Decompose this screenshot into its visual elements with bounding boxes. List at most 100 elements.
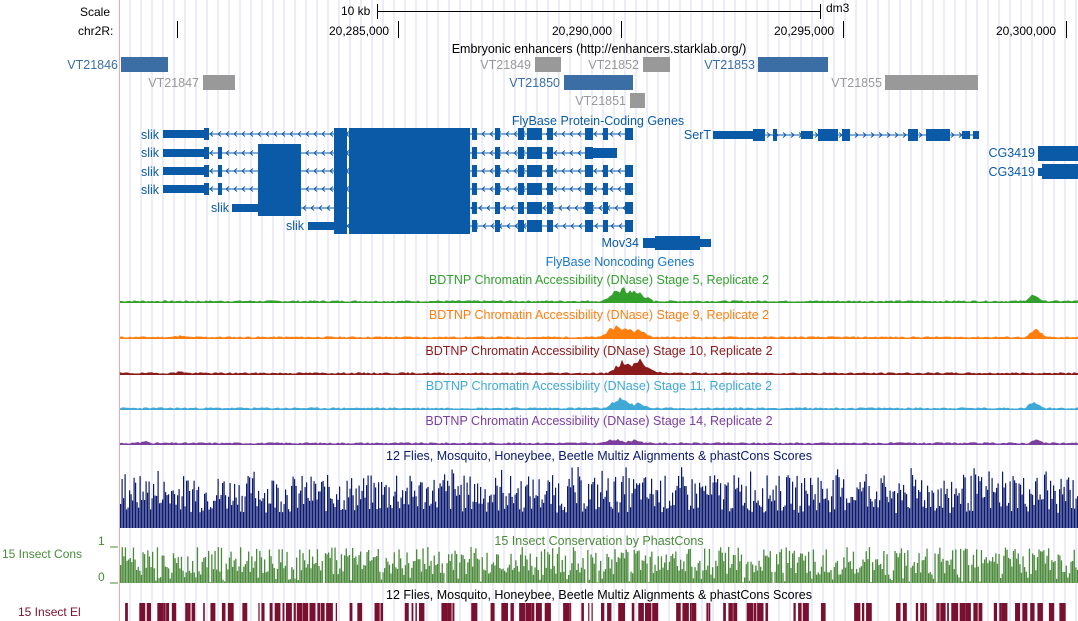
multiz-bar <box>504 508 506 528</box>
enhancer-label[interactable]: VT21847 <box>148 76 199 90</box>
enhancer-feature[interactable] <box>758 57 828 72</box>
multiz-bar <box>604 496 606 528</box>
gene-label[interactable]: Mov34 <box>601 236 639 250</box>
enhancer-label[interactable]: VT21846 <box>67 58 118 72</box>
cons-bar <box>579 572 581 583</box>
enhancer-feature[interactable] <box>630 93 645 108</box>
cons-bar <box>971 564 973 583</box>
multiz-bar <box>963 474 965 528</box>
enhancer-label[interactable]: VT21855 <box>831 76 882 90</box>
cons-bar <box>638 550 640 583</box>
gene-label[interactable]: CG3419 <box>988 146 1035 160</box>
cons-bar <box>257 577 259 583</box>
cons-bar <box>766 555 768 583</box>
multiz-bar <box>477 483 479 528</box>
multiz-bar <box>885 486 887 528</box>
enhancer-feature[interactable] <box>535 57 561 72</box>
strand-arrow <box>561 168 566 174</box>
enhancer-feature[interactable] <box>643 57 670 72</box>
cons-bar <box>385 558 387 583</box>
cons-bar <box>1032 553 1034 583</box>
multiz-bar <box>898 483 900 528</box>
cons-bar <box>651 551 653 583</box>
cons-bar <box>395 567 397 583</box>
enhancer-feature[interactable] <box>121 57 168 72</box>
gene-label[interactable]: slik <box>140 183 159 197</box>
multiz-bar <box>984 497 986 528</box>
cons-bar <box>796 562 799 583</box>
multiz-bar <box>660 480 662 528</box>
enhancer-feature[interactable] <box>885 75 978 90</box>
multiz-bar <box>465 507 467 528</box>
strand-arrow <box>542 205 547 211</box>
multiz-bar <box>709 475 711 528</box>
enhancers-track-title: Embryonic enhancers (http://enhancers.st… <box>451 42 747 56</box>
multiz-bar <box>451 469 453 528</box>
exon-block <box>1042 164 1078 179</box>
conserved-element <box>191 603 196 621</box>
multiz-bar <box>753 500 755 528</box>
cons-bar <box>276 568 279 583</box>
conserved-element <box>723 603 726 621</box>
gene-label[interactable]: slik <box>210 201 229 215</box>
cons-bar <box>192 561 194 583</box>
gene-label[interactable]: slik <box>285 219 304 233</box>
conserved-element <box>349 603 353 621</box>
strand-arrow <box>329 150 334 156</box>
multiz-bar <box>975 474 977 528</box>
strand-arrow <box>617 168 622 174</box>
cons-bar <box>236 570 239 583</box>
exon-block <box>258 144 301 215</box>
enhancer-label[interactable]: VT21853 <box>704 58 755 72</box>
multiz-bar <box>292 476 294 528</box>
conserved-element <box>902 603 907 621</box>
multiz-bar <box>858 489 860 528</box>
cons-bar <box>729 567 731 583</box>
cons-bar <box>800 553 802 583</box>
cons-bar <box>262 573 264 583</box>
gene-label[interactable]: SerT <box>683 128 711 142</box>
strand-arrow <box>609 186 614 192</box>
cons-bar <box>643 560 645 583</box>
enhancer-label[interactable]: VT21849 <box>480 58 531 72</box>
enhancer-label[interactable]: VT21850 <box>509 76 560 90</box>
multiz-bar <box>606 490 608 528</box>
multiz-bar <box>165 492 167 528</box>
scale-bar-label: 10 kb <box>341 4 371 18</box>
cons-bar <box>278 549 280 583</box>
enhancer-feature[interactable] <box>203 75 235 90</box>
multiz-bar <box>594 477 596 528</box>
conserved-element <box>652 603 659 621</box>
dnase-signal <box>119 287 1078 303</box>
cons-bar <box>884 574 887 583</box>
multiz-bar <box>123 498 125 528</box>
enhancer-feature[interactable] <box>564 75 633 90</box>
strand-arrow <box>249 150 254 156</box>
multiz-bar <box>513 503 515 528</box>
gene-label[interactable]: slik <box>140 128 159 142</box>
gene-label[interactable]: CG3419 <box>988 165 1035 179</box>
cons-bar <box>670 555 672 583</box>
strand-arrow <box>782 132 787 138</box>
cons-bar <box>798 557 800 583</box>
cons-bar <box>382 572 384 583</box>
enhancer-label[interactable]: VT21851 <box>575 94 626 108</box>
cons-left-label[interactable]: 15 Insect Cons <box>2 547 83 561</box>
enhancer-label[interactable]: VT21852 <box>588 58 639 72</box>
multiz-bar <box>634 488 636 528</box>
multiz-bar <box>541 499 543 528</box>
multiz-bar <box>949 512 951 528</box>
elements-left-label[interactable]: 15 Insect El <box>18 605 81 619</box>
gene-label[interactable]: slik <box>140 146 159 160</box>
multiz-bar <box>211 508 213 528</box>
multiz-bar <box>222 482 224 528</box>
strand-arrow <box>894 132 899 138</box>
elements-track-title: 12 Flies, Mosquito, Honeybee, Beetle Mul… <box>386 588 812 602</box>
gene-label[interactable]: slik <box>140 165 159 179</box>
multiz-bar <box>576 503 578 528</box>
multiz-bar <box>1060 478 1062 528</box>
multiz-bar <box>133 477 135 528</box>
